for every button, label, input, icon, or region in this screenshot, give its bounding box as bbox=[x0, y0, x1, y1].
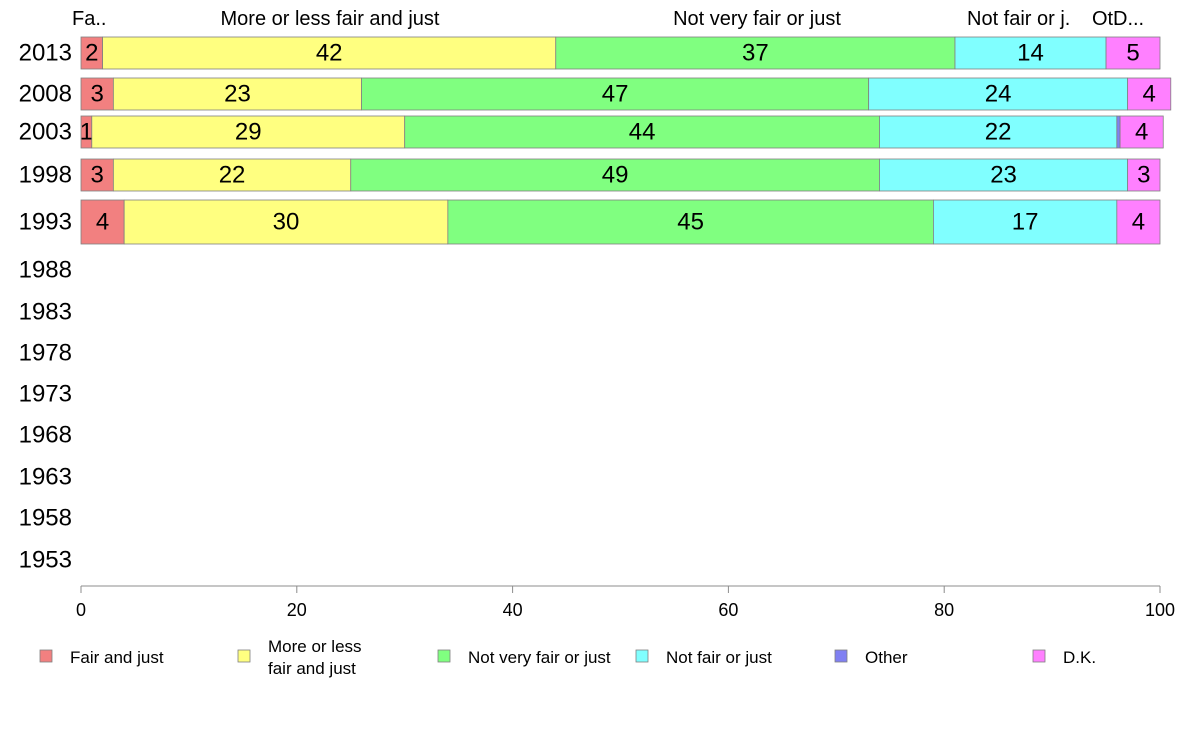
legend-swatch-not-fair-or-just bbox=[635, 649, 649, 663]
legend-label-not-very-fair-or-just: Not very fair or just bbox=[468, 648, 611, 667]
series-header-labels: Fa.. More or less fair and just Not very f… bbox=[72, 8, 1144, 30]
bar-2008-not-fair-or-just bbox=[868, 77, 1129, 111]
year-label-1993: 1993 bbox=[19, 209, 72, 236]
bar-1993-more-or-less-fair-and-just bbox=[123, 199, 449, 245]
year-label-1988: 1988 bbox=[19, 257, 72, 284]
x-tick-label-20: 20 bbox=[287, 600, 307, 620]
series-header-not-very-fair-or-just: Not very fair or just bbox=[673, 8, 841, 30]
legend: Fair and just More or less fair and just No… bbox=[39, 637, 1096, 678]
bar-2013-not-fair-or-just bbox=[954, 36, 1107, 70]
year-label-1958: 1958 bbox=[19, 505, 72, 532]
data-label-2013-d-k: 5 bbox=[1126, 40, 1139, 67]
bar-2008-d-k bbox=[1127, 77, 1172, 111]
data-label-2013-fair-and-just: 2 bbox=[85, 40, 98, 67]
bar-2003-not-very-fair-or-just bbox=[404, 115, 880, 149]
year-label-2008: 2008 bbox=[19, 81, 72, 108]
bar-1993-d-k bbox=[1116, 199, 1161, 245]
data-label-1993-not-very-fair-or-just: 45 bbox=[677, 209, 704, 236]
legend-swatch-fair-and-just bbox=[39, 649, 53, 663]
data-label-2008-not-very-fair-or-just: 47 bbox=[602, 81, 629, 108]
bar-2008-not-very-fair-or-just bbox=[361, 77, 870, 111]
data-label-2008-d-k: 4 bbox=[1143, 81, 1156, 108]
series-header-d: D... bbox=[1113, 8, 1144, 30]
x-tick-label-60: 60 bbox=[718, 600, 738, 620]
data-label-2003-d-k: 4 bbox=[1135, 119, 1148, 146]
bar-2008-fair-and-just bbox=[80, 77, 114, 111]
legend-label-other: Other bbox=[865, 648, 908, 667]
data-label-2003-not-fair-or-just: 22 bbox=[985, 119, 1012, 146]
data-label-2008-more-or-less-fair-and-just: 23 bbox=[224, 81, 251, 108]
x-tick-label-100: 100 bbox=[1145, 600, 1175, 620]
legend-label-more-or-less-fair-and-just: More or less fair and just bbox=[268, 637, 362, 678]
bar-1993-not-very-fair-or-just bbox=[447, 199, 934, 245]
legend-swatch-d-k bbox=[1032, 649, 1046, 663]
bar-2003-not-fair-or-just bbox=[879, 115, 1118, 149]
bar-2003-other bbox=[1116, 115, 1121, 149]
data-label-1998-not-very-fair-or-just: 49 bbox=[602, 162, 629, 189]
legend-label-d-k: D.K. bbox=[1063, 648, 1096, 667]
legend-swatch-more-or-less-fair-and-just bbox=[237, 649, 251, 663]
bar-2013-more-or-less-fair-and-just bbox=[102, 36, 557, 70]
data-label-1993-more-or-less-fair-and-just: 30 bbox=[273, 209, 300, 236]
bar-1993-fair-and-just bbox=[80, 199, 125, 245]
data-label-1993-d-k: 4 bbox=[1132, 209, 1145, 236]
bar-1998-fair-and-just bbox=[80, 158, 114, 192]
bar-1998-not-fair-or-just bbox=[879, 158, 1129, 192]
bar-2013-d-k bbox=[1105, 36, 1161, 70]
x-tick-label-0: 0 bbox=[76, 600, 86, 620]
data-label-2013-not-fair-or-just: 14 bbox=[1017, 40, 1044, 67]
data-label-2008-not-fair-or-just: 24 bbox=[985, 81, 1012, 108]
year-label-1963: 1963 bbox=[19, 464, 72, 491]
year-label-2003: 2003 bbox=[19, 119, 72, 146]
x-axis: 0 20 40 60 80 100 bbox=[76, 585, 1175, 620]
x-tick-label-80: 80 bbox=[934, 600, 954, 620]
data-label-2003-more-or-less-fair-and-just: 29 bbox=[235, 119, 262, 146]
year-label-1983: 1983 bbox=[19, 299, 72, 326]
bar-2003-d-k bbox=[1119, 115, 1164, 149]
data-label-1998-more-or-less-fair-and-just: 22 bbox=[219, 162, 246, 189]
year-label-1968: 1968 bbox=[19, 422, 72, 449]
year-axis-labels: 2013 2008 2003 1998 1993 1988 1983 1978 1973 1968… bbox=[19, 40, 72, 574]
legend-label-fair-and-just: Fair and just bbox=[70, 648, 164, 667]
data-label-1998-not-fair-or-just: 23 bbox=[990, 162, 1017, 189]
legend-label-not-fair-or-just: Not fair or just bbox=[666, 648, 772, 667]
series-header-ot: Ot. bbox=[1092, 8, 1119, 30]
year-label-1973: 1973 bbox=[19, 381, 72, 408]
bar-2008-more-or-less-fair-and-just bbox=[112, 77, 362, 111]
data-label-1993-not-fair-or-just: 17 bbox=[1012, 209, 1039, 236]
data-label-2003-fair-and-just: 1 bbox=[80, 119, 93, 146]
series-header-not-fair-or-j: Not fair or j. bbox=[967, 8, 1070, 30]
data-label-1998-fair-and-just: 3 bbox=[91, 162, 104, 189]
data-label-2008-fair-and-just: 3 bbox=[91, 81, 104, 108]
year-label-1953: 1953 bbox=[19, 547, 72, 574]
year-label-1978: 1978 bbox=[19, 340, 72, 367]
data-label-1998-d-k: 3 bbox=[1137, 162, 1150, 189]
bar-1998-not-very-fair-or-just bbox=[350, 158, 880, 192]
x-tick-label-40: 40 bbox=[503, 600, 523, 620]
bars: 2 42 37 14 5 3 23 47 24 4 1 29 44 22 4 3 22 49 23 3 4 30 45 17 4 bbox=[80, 36, 1172, 245]
legend-swatch-other bbox=[834, 649, 848, 663]
bar-1998-d-k bbox=[1127, 158, 1161, 192]
year-label-1998: 1998 bbox=[19, 162, 72, 189]
data-label-2013-more-or-less-fair-and-just: 42 bbox=[316, 40, 343, 67]
legend-swatch-not-very-fair-or-just bbox=[437, 649, 451, 663]
series-header-fa: Fa.. bbox=[72, 8, 106, 30]
bar-1993-not-fair-or-just bbox=[933, 199, 1118, 245]
data-label-1993-fair-and-just: 4 bbox=[96, 209, 109, 236]
year-label-2013: 2013 bbox=[19, 40, 72, 67]
data-label-2003-not-very-fair-or-just: 44 bbox=[629, 119, 656, 146]
bar-1998-more-or-less-fair-and-just bbox=[112, 158, 352, 192]
series-header-more-or-less-fair-and-just: More or less fair and just bbox=[221, 8, 440, 30]
data-label-2013-not-very-fair-or-just: 37 bbox=[742, 40, 769, 67]
bar-2003-more-or-less-fair-and-just bbox=[91, 115, 406, 149]
